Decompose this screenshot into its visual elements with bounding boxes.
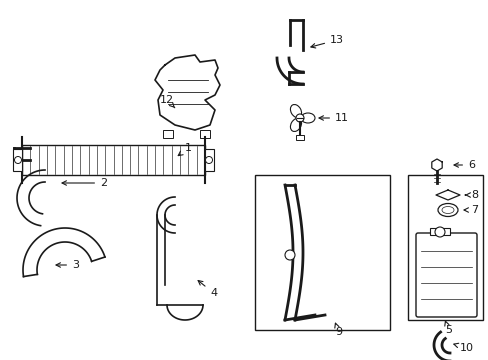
Bar <box>254 175 389 330</box>
Circle shape <box>434 227 444 237</box>
Circle shape <box>295 114 304 122</box>
Text: 10: 10 <box>453 343 473 353</box>
Circle shape <box>205 157 212 163</box>
Text: 7: 7 <box>463 205 477 215</box>
Bar <box>429 228 449 235</box>
Text: 8: 8 <box>465 190 477 200</box>
Text: 12: 12 <box>160 95 174 108</box>
Bar <box>163 130 173 138</box>
FancyBboxPatch shape <box>415 233 476 317</box>
Bar <box>407 175 482 320</box>
Text: 11: 11 <box>318 113 348 123</box>
Text: 3: 3 <box>56 260 79 270</box>
Text: 5: 5 <box>444 321 451 335</box>
Text: 2: 2 <box>62 178 107 188</box>
Text: 9: 9 <box>334 323 342 337</box>
Bar <box>13 149 22 171</box>
Ellipse shape <box>437 203 457 216</box>
Text: 1: 1 <box>178 143 192 156</box>
Circle shape <box>15 157 21 163</box>
Ellipse shape <box>290 118 301 131</box>
Ellipse shape <box>441 207 453 213</box>
Bar <box>200 130 209 138</box>
Text: 4: 4 <box>198 280 217 298</box>
Bar <box>204 149 214 171</box>
Bar <box>295 135 304 140</box>
Ellipse shape <box>301 113 314 123</box>
Text: 6: 6 <box>453 160 474 170</box>
Ellipse shape <box>290 104 301 118</box>
Text: 13: 13 <box>310 35 343 48</box>
Bar <box>22 145 204 175</box>
Circle shape <box>285 250 294 260</box>
